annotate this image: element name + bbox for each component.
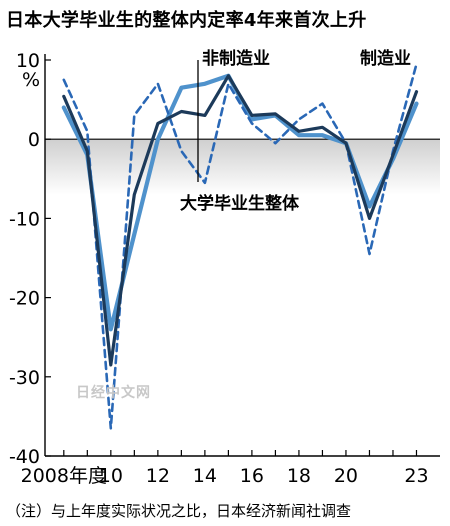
- x-tick-label: 20: [334, 465, 358, 487]
- x-tick-label: 18: [287, 465, 311, 487]
- y-unit-label: %: [22, 69, 40, 91]
- series-lines: [61, 62, 419, 430]
- y-tick-label: 10: [16, 50, 40, 72]
- label-manufacturing: 制造业: [360, 48, 411, 69]
- label-overall: 大学毕业生整体: [180, 193, 300, 214]
- x-tick-label: 16: [240, 465, 264, 487]
- y-tick-label: -40: [9, 446, 40, 468]
- x-tick-label: 14: [193, 465, 217, 487]
- x-tick-label: 2008年度: [21, 465, 107, 487]
- y-tick-label: -20: [9, 288, 40, 310]
- x-tick-label: 12: [146, 465, 170, 487]
- chart-title: 日本大学毕业生的整体内定率4年来首次上升: [6, 10, 367, 31]
- footnote: （注）与上年度实际状况之比，日本经济新闻社调查: [6, 502, 352, 520]
- x-tick-label: 10: [99, 465, 123, 487]
- y-tick-label: 0: [28, 129, 40, 151]
- y-tick-label: -10: [9, 208, 40, 230]
- series-line-overall: [62, 74, 419, 367]
- x-tick-label: 23: [404, 465, 428, 487]
- watermark: 日经中文网: [76, 384, 151, 401]
- negative-region-shading: [45, 139, 440, 195]
- series-line-manufacturing: [62, 62, 418, 430]
- label-non-manufacturing: 非制造业: [202, 48, 270, 69]
- y-tick-label: -30: [9, 367, 40, 389]
